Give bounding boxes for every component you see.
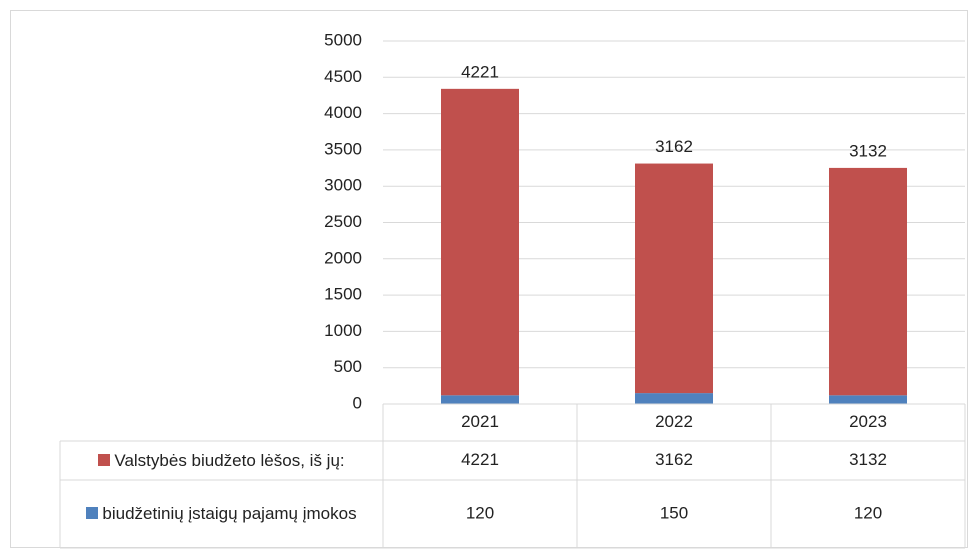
legend-swatch (86, 507, 99, 519)
legend-entry: Valstybės biudžeto lėšos, iš jų: (62, 441, 381, 480)
y-tick-label: 500 (334, 357, 362, 376)
table-value: 3162 (655, 450, 693, 469)
legend-label: Valstybės biudžeto lėšos, iš jų: (114, 450, 345, 470)
table-value: 120 (854, 503, 882, 522)
y-tick-label: 4500 (324, 67, 362, 86)
y-tick-label: 2000 (324, 248, 362, 267)
data-label: 3162 (655, 137, 693, 156)
y-tick-label: 2500 (324, 212, 362, 231)
table-value: 4221 (461, 450, 499, 469)
y-tick-label: 1500 (324, 285, 362, 304)
data-label: 4221 (461, 62, 499, 81)
table-value: 120 (466, 503, 494, 522)
table-value: 150 (660, 503, 688, 522)
data-label: 3132 (849, 141, 887, 160)
x-tick-label: 2023 (849, 412, 887, 431)
y-tick-label: 3000 (324, 176, 362, 195)
y-tick-label: 0 (353, 393, 362, 412)
bar-segment (829, 167, 907, 396)
legend-cell: Valstybės biudžeto lėšos, iš jų: (62, 441, 381, 480)
bar-segment (441, 88, 519, 396)
y-tick-label: 5000 (324, 30, 362, 49)
bar-segment (635, 163, 713, 394)
legend-label: biudžetinių įstaigų pajamų įmokos (102, 504, 357, 523)
legend-label-wrap: Valstybės biudžeto lėšos, iš jų: (98, 450, 345, 472)
y-tick-label: 3500 (324, 139, 362, 158)
legend-cell: biudžetinių įstaigų pajamų įmokos (62, 480, 381, 548)
x-tick-label: 2022 (655, 412, 693, 431)
y-tick-label: 1000 (324, 321, 362, 340)
bar-segment (441, 395, 519, 404)
bar-segment (635, 393, 713, 404)
table-value: 3132 (849, 450, 887, 469)
bar-segment (829, 395, 907, 404)
x-tick-label: 2021 (461, 412, 499, 431)
y-tick-label: 4000 (324, 103, 362, 122)
legend-swatch (98, 453, 111, 466)
legend-label-wrap: biudžetinių įstaigų pajamų įmokos (86, 503, 357, 525)
legend-entry: biudžetinių įstaigų pajamų įmokos (62, 480, 381, 548)
